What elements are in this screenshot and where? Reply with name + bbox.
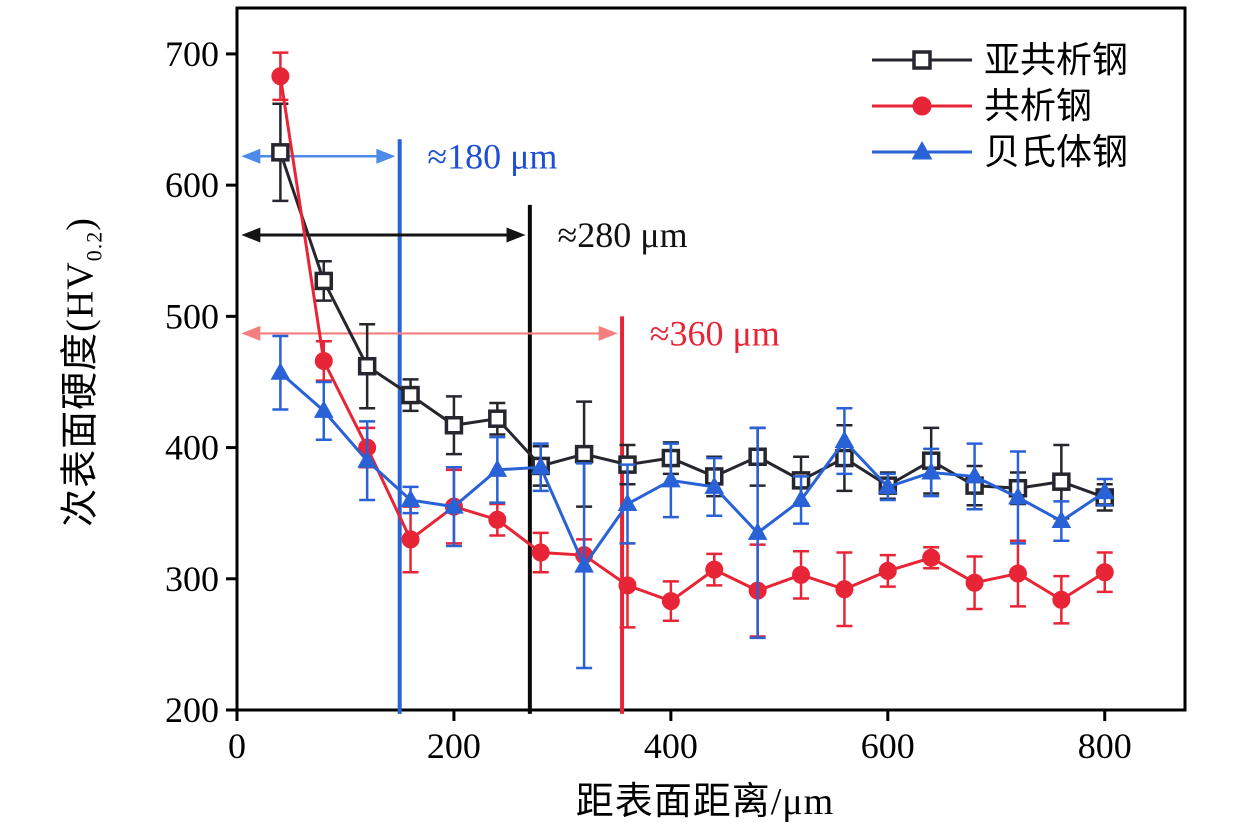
legend-marker-circle <box>912 96 932 116</box>
x-tick-label: 600 <box>861 726 915 766</box>
data-point-marker <box>704 476 725 494</box>
series-3 <box>270 334 1115 670</box>
y-tick-label: 200 <box>165 690 219 730</box>
y-axis-title-text: 次表面硬度(HV <box>59 261 102 527</box>
data-point-marker <box>574 555 594 573</box>
legend-marker-triangle <box>911 140 933 160</box>
data-point-marker <box>877 476 898 494</box>
data-point-marker <box>271 143 290 162</box>
annotation-arrowhead-right <box>598 325 618 341</box>
y-tick-label: 500 <box>165 296 219 336</box>
legend-marker-square <box>912 50 932 70</box>
x-axis-title: 距表面距离/μm <box>575 781 835 823</box>
x-tick-label: 0 <box>228 726 246 766</box>
annotation-arrowhead-left <box>241 227 261 243</box>
data-point-marker <box>922 548 941 567</box>
data-point-marker <box>531 543 550 562</box>
data-point-marker <box>661 469 681 488</box>
data-point-marker <box>921 461 942 480</box>
legend-label: 亚共析钢 <box>984 40 1128 80</box>
data-point-marker <box>1008 486 1028 505</box>
data-point-marker <box>1095 563 1114 582</box>
data-point-marker <box>487 459 508 477</box>
y-axis-title: 次表面硬度(HV0.2) <box>49 217 108 527</box>
legend-label: 共析钢 <box>984 86 1092 126</box>
data-point-marker <box>835 580 854 599</box>
y-tick-label: 400 <box>165 428 219 468</box>
plot-frame <box>235 6 1187 712</box>
data-point-marker <box>661 592 680 611</box>
data-point-marker <box>617 493 638 511</box>
data-point-marker <box>271 67 290 86</box>
annotation-label: ≈360 μm <box>650 313 780 353</box>
annotation-label: ≈280 μm <box>558 215 688 255</box>
data-point-marker <box>618 576 637 595</box>
data-point-marker <box>401 530 420 549</box>
data-point-marker <box>444 416 464 435</box>
annotation-arrowhead-right <box>506 227 526 243</box>
legend-label: 贝氏体钢 <box>984 132 1128 172</box>
y-tick-label: 700 <box>165 34 219 74</box>
data-point-marker <box>314 351 333 370</box>
data-point-marker <box>705 560 724 579</box>
annotation-arrowhead-left <box>241 325 261 341</box>
y-tick-label: 300 <box>165 559 219 599</box>
data-point-marker <box>270 362 291 380</box>
data-point-marker <box>314 271 334 291</box>
data-point-marker <box>488 409 507 428</box>
data-point-marker <box>574 444 594 464</box>
series-line <box>279 371 1106 569</box>
y-axis-title-suffix: ) <box>59 217 102 231</box>
x-tick-label: 800 <box>1078 726 1132 766</box>
data-point-marker <box>1052 472 1071 491</box>
data-point-marker <box>747 522 768 540</box>
data-point-marker <box>313 400 334 418</box>
data-point-marker <box>964 465 985 484</box>
x-tick-label: 200 <box>427 726 481 766</box>
data-point-marker <box>1052 590 1071 609</box>
data-point-marker <box>791 489 811 508</box>
data-point-marker <box>1094 481 1115 500</box>
data-point-marker <box>357 356 377 376</box>
data-point-marker <box>834 430 855 449</box>
annotation-arrowhead-right <box>376 148 396 164</box>
data-point-marker <box>965 573 984 592</box>
data-point-marker <box>401 385 420 405</box>
data-point-marker <box>878 561 897 580</box>
x-tick-label: 400 <box>644 726 698 766</box>
data-point-marker <box>400 489 421 508</box>
data-point-marker <box>444 496 464 514</box>
y-tick-label: 600 <box>165 165 219 205</box>
data-point-marker <box>792 565 811 584</box>
annotation-label: ≈180 μm <box>427 136 557 176</box>
data-point-marker <box>488 510 507 529</box>
y-axis-title-subscript: 0.2 <box>81 230 107 262</box>
annotation-arrowhead-left <box>241 148 261 164</box>
data-point-marker <box>530 456 551 475</box>
legend <box>872 50 972 160</box>
data-point-marker <box>1008 564 1027 583</box>
data-point-marker <box>1051 510 1072 529</box>
data-point-marker <box>357 450 378 468</box>
